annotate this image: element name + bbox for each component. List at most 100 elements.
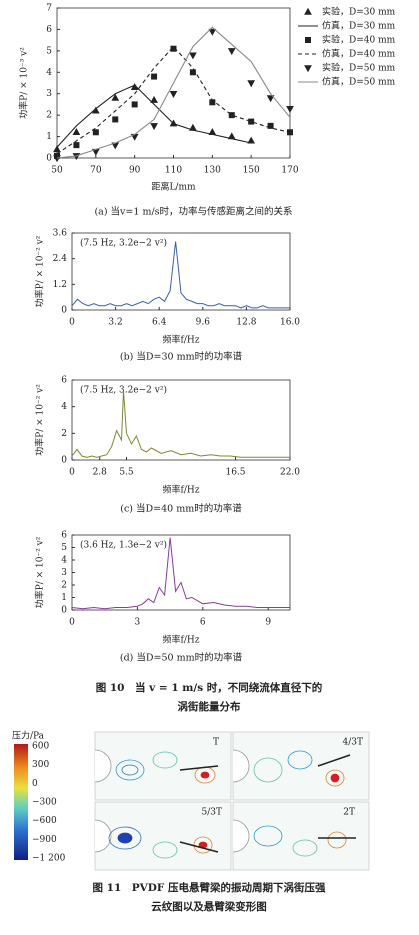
y-tick-label: 5 [46,46,52,56]
y-tick-label: 0 [61,306,67,316]
figure-caption: 涡街能量分布 [178,700,241,713]
figure-caption: 图 10 当 v = 1 m/s 时，不同绕流体直径下的 [96,681,323,694]
colorbar-title: 压力/Pa [12,730,45,742]
y-tick-label: 4 [46,68,52,78]
x-tick-label: 70 [90,166,102,176]
figure-caption: 云纹图以及悬臂梁变形图 [151,900,267,913]
y-tick-label: 2 [46,111,52,121]
y-tick-label: 7 [46,4,52,14]
series-line [56,26,291,159]
x-tick-label: 0 [69,468,75,478]
colorbar-tick-label: −600 [32,816,57,826]
plot-frame [71,379,291,461]
spectrum-line [71,241,290,309]
series-line [56,84,252,148]
x-axis-label: 频率f/Hz [163,484,200,496]
x-tick-label: 5.5 [119,468,134,478]
legend-label: 仿真，D=30 mm [322,20,396,32]
x-tick-label: 9.6 [196,318,211,328]
y-axis-label: 功率P/ × 10⁻² v² [34,384,46,456]
y-axis-label: 功率P/ × 10⁻² v² [34,536,46,608]
plot-frame [71,232,291,311]
spectrum-line [71,537,290,610]
spectrum-line [71,390,290,458]
marker [73,142,80,149]
marker [267,122,274,129]
y-tick-label: 6 [61,531,67,541]
marker [189,69,196,76]
legend-label: 实验，D=50 mm [322,62,396,74]
y-tick-label: 2 [61,581,67,591]
panel-label: 4/3T [343,738,364,748]
x-tick-label: 16.5 [225,468,245,478]
y-axis-label: 功率P/ × 10⁻² v² [34,235,46,307]
marker [92,129,99,136]
y-tick-label: 6 [61,376,67,386]
y-tick-label: 5 [61,543,67,553]
y-tick-label: 6 [46,25,52,35]
marker [151,73,158,80]
chart-caption: (b) 当D=30 mm时的功率谱 [120,351,243,363]
chart-caption: (c) 当D=40 mm时的功率谱 [120,503,242,515]
colorbar-tick-label: 300 [32,760,49,770]
x-tick-label: 12.8 [236,318,256,328]
x-tick-label: 3 [135,618,141,628]
chart-caption: (d) 当D=50 mm时的功率谱 [120,652,243,664]
marker [150,123,158,131]
figure11: 压力/Pa T 4/3T 5/3T [12,730,370,913]
figure-caption: 图 11 PVDF 压电悬臂梁的振动周期下涡街压强 [92,881,326,894]
colorbar-tick-label: −900 [32,835,57,845]
x-tick-label: 170 [281,166,298,176]
x-tick-label: 6.4 [152,318,167,328]
marker [227,48,236,56]
legend-label: 仿真，D=40 mm [322,48,396,60]
marker [266,95,275,103]
y-tick-label: 3 [61,568,67,578]
x-tick-label: 0 [69,618,75,628]
y-axis-label: 功率P/ × 10⁻³ v² [18,47,30,119]
legend-label: 实验，D=30 mm [322,6,396,18]
colorbar-tick-label: −1 200 [32,854,66,864]
marker [208,28,217,36]
y-tick-label: 1 [46,132,52,142]
legend-swatch [304,65,312,73]
y-tick-label: 0 [61,456,67,466]
marker [228,112,235,119]
x-axis-label: 频率f/Hz [163,634,200,646]
panel-label: 2T [343,808,355,818]
x-tick-label: 130 [204,166,221,176]
x-tick-label: 9 [265,618,271,628]
contour-panels [94,731,370,871]
legend-swatch [304,7,312,15]
marker [189,52,197,60]
x-tick-label: 150 [243,166,260,176]
annotation: (7.5 Hz, 3.2e−2 v²) [80,385,167,396]
x-tick-label: 50 [51,166,63,176]
x-tick-label: 110 [165,166,182,176]
y-tick-label: 3.6 [53,229,68,239]
marker [112,116,119,123]
colorbar [14,744,28,860]
panel-label: T [213,738,219,748]
chart-caption: (a) 当v=1 m/s时，功率与传感距离之间的关系 [94,206,292,218]
y-tick-label: 3 [46,89,52,99]
marker [53,155,61,163]
y-tick-label: 1.2 [53,280,67,290]
marker [53,145,61,153]
y-tick-label: 1 [61,593,67,603]
annotation: (3.6 Hz, 1.3e−2 v²) [80,540,167,551]
marker [286,106,294,113]
marker [111,93,120,101]
x-axis-label: 频率f/Hz [163,334,200,346]
marker [131,101,138,108]
x-tick-label: 6 [200,618,206,628]
legend-label: 仿真，D=50 mm [322,76,396,88]
y-tick-label: 0 [46,154,52,164]
colorbar-tick-label: −300 [32,798,57,808]
marker [169,91,178,98]
marker [150,95,158,103]
marker [247,80,256,88]
x-tick-label: 2.8 [93,468,108,478]
marker [72,128,81,135]
x-axis-label: 距离L/mm [151,181,196,193]
